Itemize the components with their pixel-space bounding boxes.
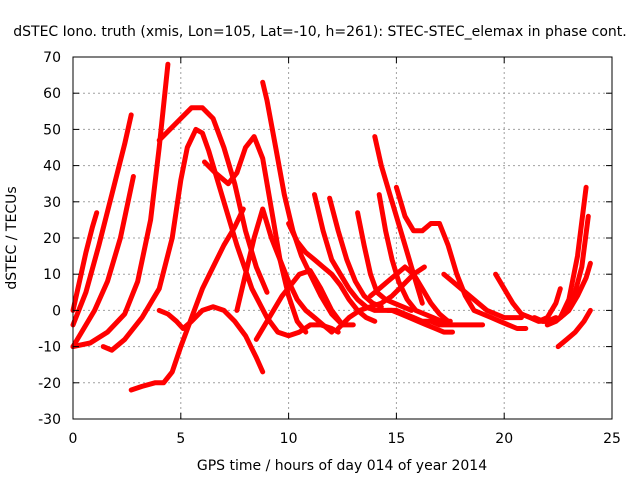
series-line-arc-29 (544, 213, 591, 328)
series-line-arc-17 (335, 264, 427, 331)
series-line-arc-4 (70, 61, 171, 350)
tick-labels: 0 5 10 15 20 25 -30 -20 -10 0 10 20 30 40 50 60 70 (38, 50, 621, 447)
series-line-arc-26 (531, 184, 589, 324)
series-line-arc-1 (70, 210, 100, 313)
y-axis-label: dSTEC / TECUs (4, 186, 20, 289)
series-line-arc-11 (253, 268, 345, 342)
y-tick-label: -30 (38, 412, 61, 428)
x-tick-label: 20 (495, 431, 513, 447)
series-line-arc-28 (555, 307, 593, 350)
series-line-arc-14 (312, 192, 455, 335)
series-line-arc-7 (128, 206, 246, 393)
series-group (70, 61, 593, 393)
x-tick-label: 15 (387, 431, 405, 447)
series-line-arc-3 (70, 174, 136, 350)
x-tick-label: 10 (280, 431, 298, 447)
series-line-arc-21 (368, 264, 451, 324)
y-tick-label: 10 (43, 267, 61, 283)
y-tick-label: -10 (38, 340, 61, 356)
series-line-arc-15 (327, 195, 384, 310)
series-line-arc-22 (385, 307, 486, 328)
y-tick-label: 40 (43, 159, 61, 175)
series-line-arc-16 (355, 210, 414, 313)
y-tick-label: -20 (38, 376, 61, 392)
series-line-arc-5 (100, 126, 341, 353)
y-tick-label: 60 (43, 86, 61, 102)
chart-title: dSTEC Iono. truth (xmis, Lon=105, Lat=-1… (13, 24, 626, 40)
series-line-arc-12 (260, 79, 356, 328)
series-line-arc-6 (156, 105, 270, 295)
y-tick-label: 70 (43, 50, 61, 66)
series-line-arc-2 (70, 112, 134, 328)
grid (73, 57, 612, 419)
series-line-arc-10 (234, 206, 335, 335)
x-tick-label: 5 (176, 431, 185, 447)
x-tick-label: 0 (69, 431, 78, 447)
y-tick-label: 0 (52, 303, 61, 319)
y-tick-label: 30 (43, 195, 61, 211)
x-tick-label: 25 (603, 431, 621, 447)
x-axis-label: GPS time / hours of day 014 of year 2014 (197, 458, 487, 474)
ticks (72, 56, 613, 420)
series-line-arc-8 (156, 304, 266, 375)
y-tick-label: 50 (43, 122, 61, 138)
series-line-arc-9 (202, 134, 309, 335)
series-line-arc-20 (393, 184, 529, 331)
series-line-arc-19 (376, 192, 453, 324)
y-tick-label: 20 (43, 231, 61, 247)
series-line-arc-23 (441, 271, 524, 321)
